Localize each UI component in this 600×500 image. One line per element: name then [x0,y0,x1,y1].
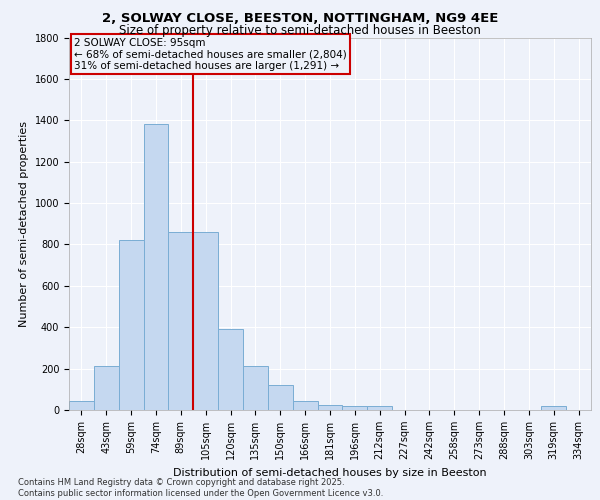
Text: 2 SOLWAY CLOSE: 95sqm
← 68% of semi-detached houses are smaller (2,804)
31% of s: 2 SOLWAY CLOSE: 95sqm ← 68% of semi-deta… [74,38,347,70]
Bar [541,406,566,410]
Text: Contains HM Land Registry data © Crown copyright and database right 2025.
Contai: Contains HM Land Registry data © Crown c… [18,478,383,498]
Y-axis label: Number of semi-detached properties: Number of semi-detached properties [19,120,29,327]
Bar [317,405,343,410]
Bar [218,330,243,410]
Bar [169,232,193,410]
Bar [119,240,143,410]
Bar [293,400,317,410]
Bar [69,400,94,410]
Bar [343,406,367,410]
Bar [193,232,218,410]
Bar [94,366,119,410]
Bar [367,406,392,410]
Bar [243,366,268,410]
Text: Size of property relative to semi-detached houses in Beeston: Size of property relative to semi-detach… [119,24,481,37]
Bar [268,385,293,410]
Text: 2, SOLWAY CLOSE, BEESTON, NOTTINGHAM, NG9 4EE: 2, SOLWAY CLOSE, BEESTON, NOTTINGHAM, NG… [102,12,498,26]
Bar [143,124,169,410]
X-axis label: Distribution of semi-detached houses by size in Beeston: Distribution of semi-detached houses by … [173,468,487,477]
